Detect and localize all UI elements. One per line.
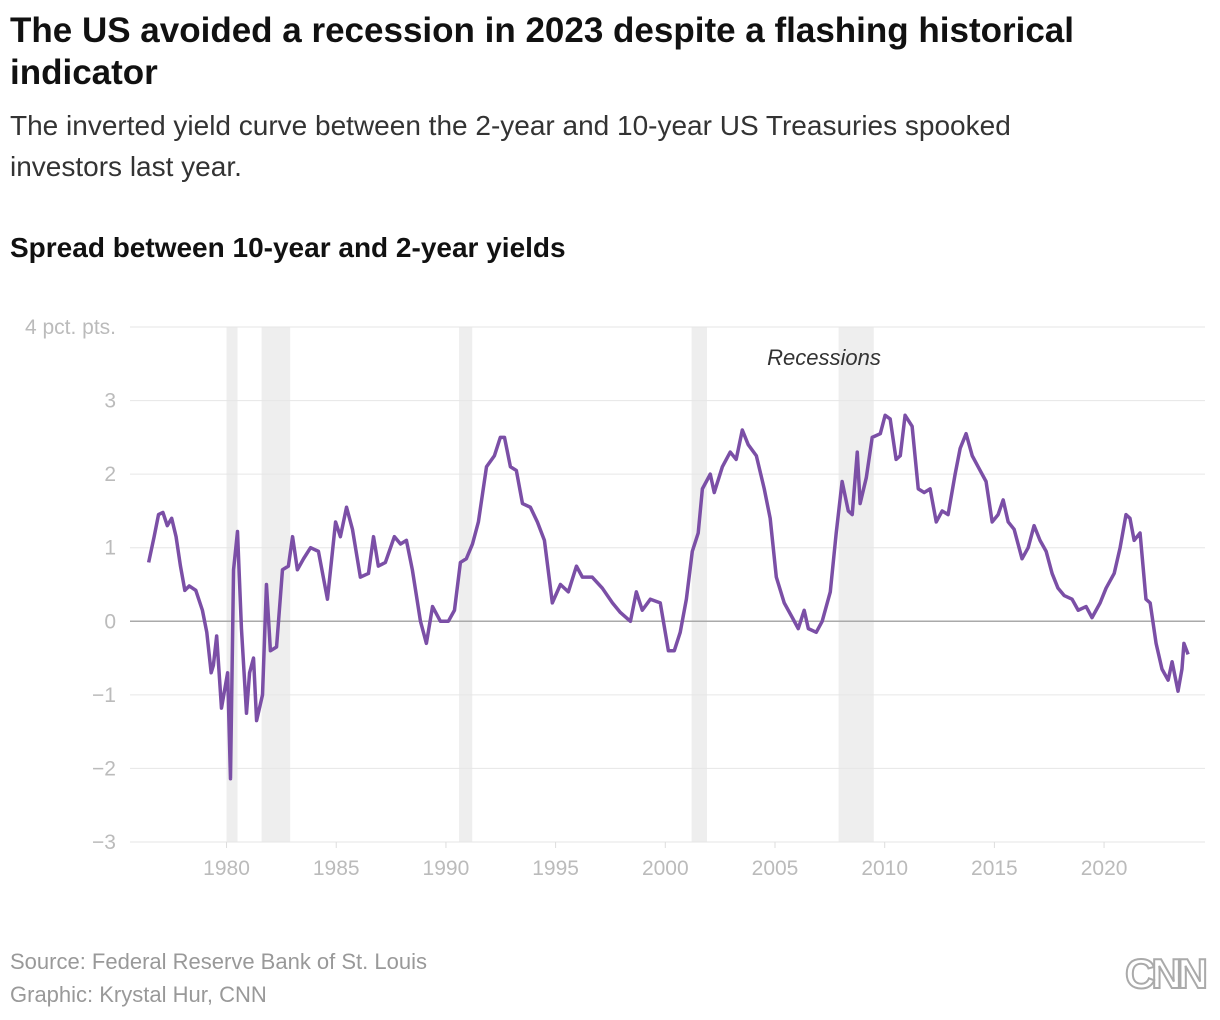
chart-heading: Spread between 10-year and 2-year yields — [10, 232, 566, 263]
recession-band — [691, 327, 707, 842]
recession-band — [838, 327, 874, 842]
y-tick-label: −1 — [92, 684, 116, 707]
recession-band — [459, 327, 473, 842]
y-tick-label: 1 — [104, 537, 116, 560]
x-tick-label: 1985 — [313, 857, 360, 880]
spread-line — [146, 413, 1190, 781]
y-tick-label: 0 — [104, 610, 116, 633]
annotation: Recessions — [767, 345, 881, 370]
x-tick-label: 2020 — [1081, 857, 1128, 880]
x-tick-label: 2015 — [971, 857, 1018, 880]
y-tick-label: 3 — [104, 390, 116, 413]
source: Source: Federal Reserve Bank of St. Loui… — [10, 949, 427, 974]
y-tick-label: −2 — [92, 757, 116, 780]
x-tick-label: 2010 — [861, 857, 908, 880]
x-tick-label: 2005 — [752, 857, 799, 880]
x-tick-label: 1980 — [203, 857, 250, 880]
y-tick-label: −3 — [92, 831, 116, 854]
plot-layer — [130, 326, 1205, 848]
logo: CNN — [1124, 949, 1209, 998]
x-tick-label: 1995 — [532, 857, 579, 880]
y-tick-label: 4 pct. pts. — [25, 316, 116, 339]
subtitle: The inverted yield curve between the 2-y… — [10, 110, 1011, 182]
x-tick-label: 1990 — [423, 857, 470, 880]
credit: Graphic: Krystal Hur, CNN — [10, 982, 267, 1007]
y-tick-label: 2 — [104, 463, 116, 486]
x-tick-label: 2000 — [642, 857, 689, 880]
title: The US avoided a recession in 2023 despi… — [10, 11, 1074, 92]
